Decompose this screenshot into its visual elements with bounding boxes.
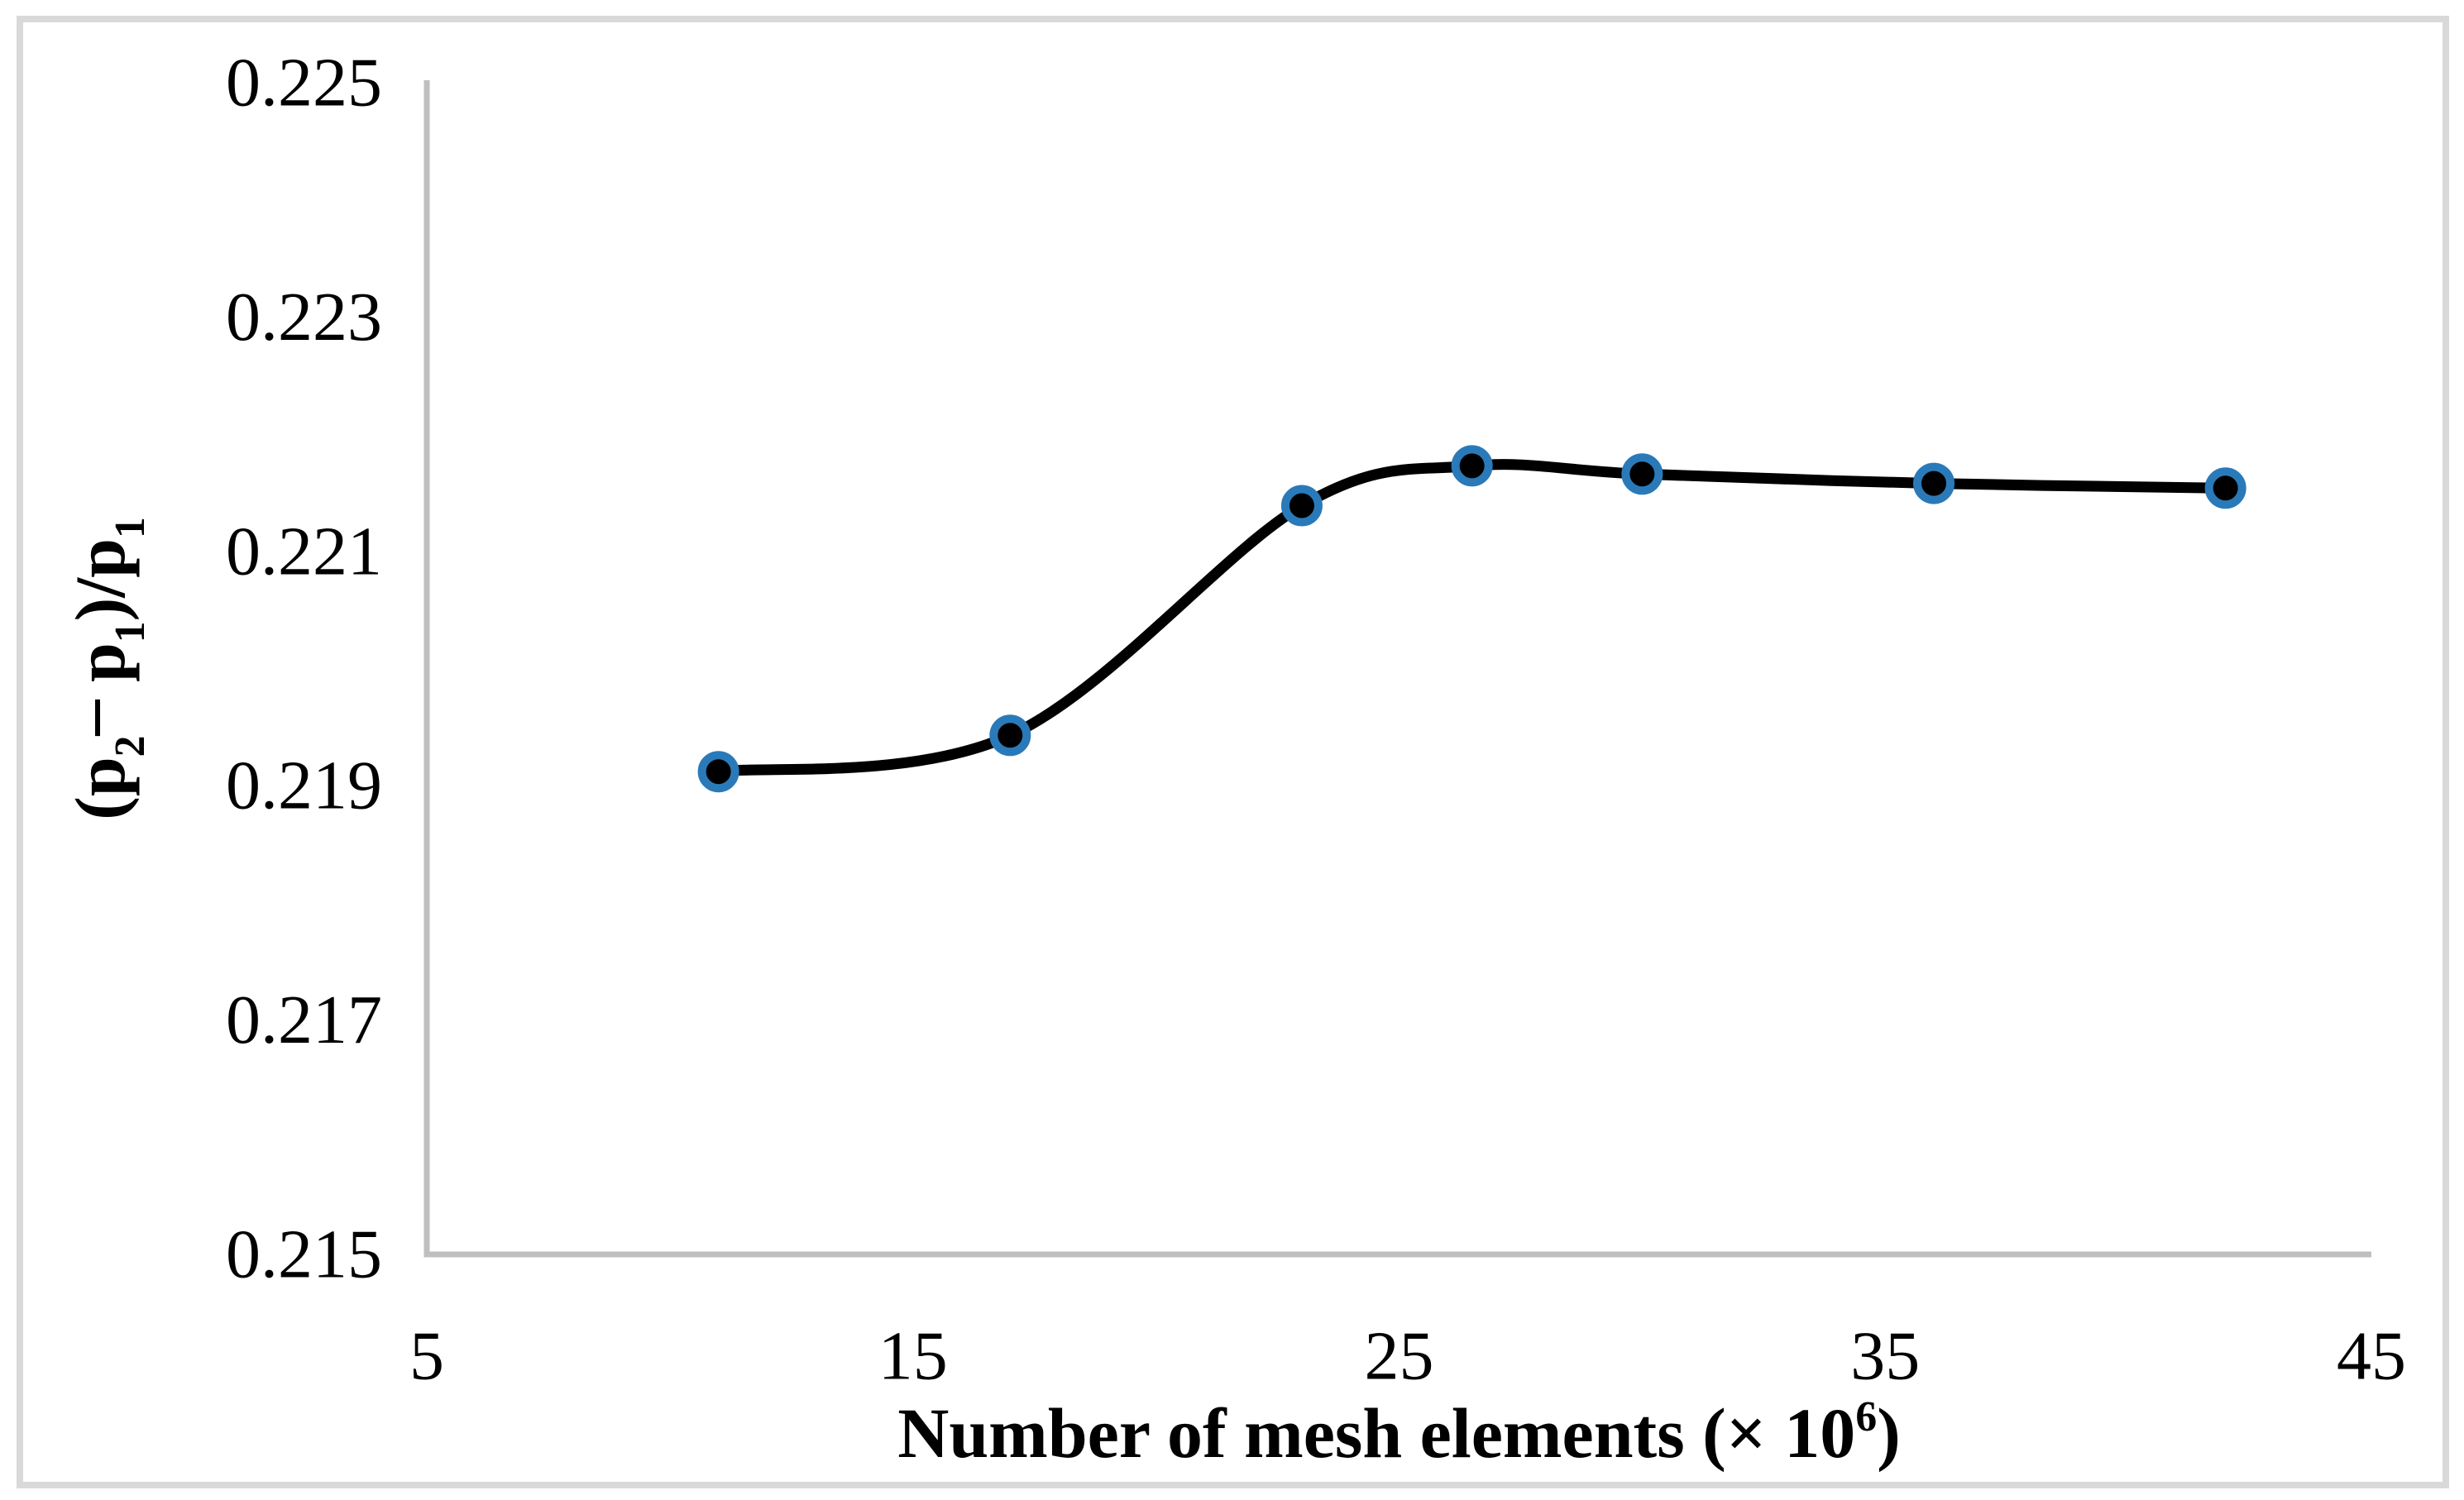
- data-point-marker: [1280, 485, 1323, 527]
- x-tick-label: 25: [1365, 1318, 1434, 1395]
- y-tick-label: 0.225: [226, 45, 382, 122]
- x-tick-label: 5: [409, 1318, 444, 1395]
- y-tick-label: 0.221: [226, 513, 382, 590]
- y-axis-title: (p2– p1)/p1: [50, 517, 154, 820]
- data-point-marker: [2204, 467, 2246, 509]
- y-tick-label: 0.215: [226, 1216, 382, 1293]
- data-point-marker: [1451, 445, 1493, 487]
- data-point-marker: [989, 714, 1031, 757]
- y-tick-label: 0.217: [226, 982, 382, 1058]
- x-axis-title: Number of mesh elements (× 106): [897, 1393, 1901, 1473]
- x-tick-label: 35: [1850, 1318, 1920, 1395]
- data-point-marker: [1913, 462, 1955, 504]
- y-tick-label: 0.223: [226, 279, 382, 356]
- x-tick-label: 15: [878, 1318, 948, 1395]
- data-point-marker: [1621, 453, 1663, 495]
- y-tick-label: 0.219: [226, 748, 382, 824]
- figure-border: [17, 16, 2449, 1488]
- x-tick-label: 45: [2337, 1318, 2406, 1395]
- data-point-marker: [697, 751, 739, 793]
